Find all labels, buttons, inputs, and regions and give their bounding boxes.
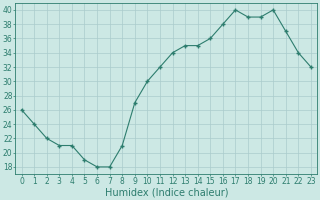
X-axis label: Humidex (Indice chaleur): Humidex (Indice chaleur) [105,187,228,197]
